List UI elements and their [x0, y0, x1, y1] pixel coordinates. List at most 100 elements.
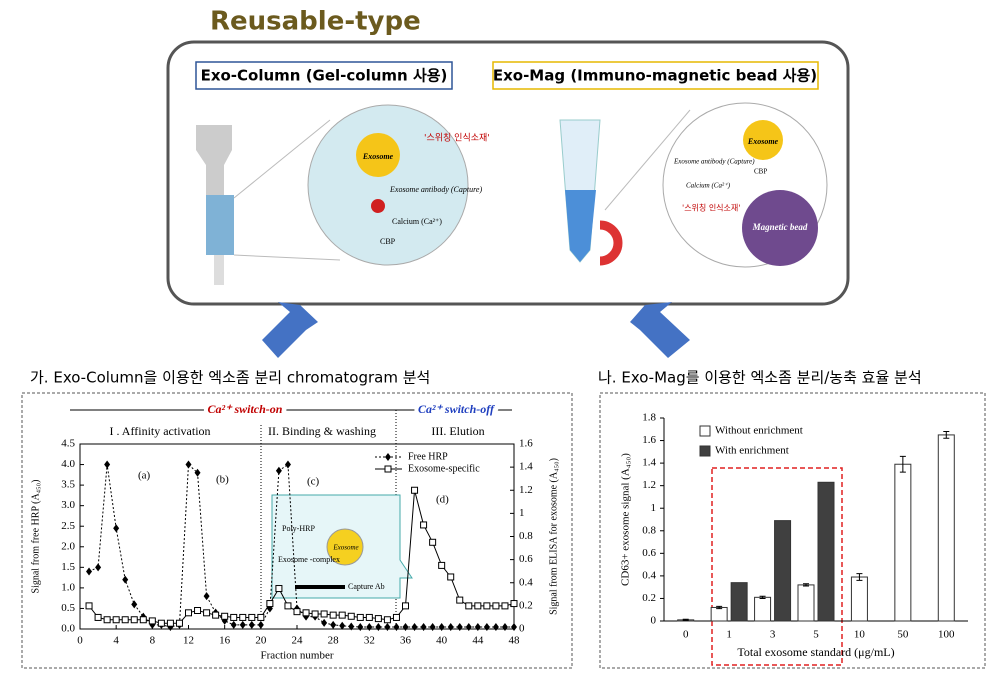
y2-tick-label: 1.2 — [519, 484, 533, 496]
point — [393, 622, 400, 631]
calcium-label: Calcium (Ca²⁺) — [686, 182, 731, 190]
point — [239, 620, 246, 629]
point — [492, 622, 499, 631]
x-tick-label: 36 — [400, 635, 412, 647]
column-tip — [214, 255, 224, 285]
error-bar — [803, 583, 809, 587]
y-axis-label: CD63+ exosome signal (A₄₅₀) — [620, 453, 632, 586]
point — [230, 613, 238, 621]
y2-tick-label: 0.8 — [519, 530, 533, 542]
phase-label: II. Binding & washing — [268, 424, 376, 438]
x-tick-label: 0 — [77, 635, 83, 647]
y-axis-label: Signal from free HRP (A₄₅₀) — [30, 480, 41, 594]
point — [221, 612, 229, 620]
switch-label: '스위칭 인식소재' — [424, 133, 490, 144]
point — [175, 619, 183, 627]
bar — [730, 582, 748, 622]
bar — [817, 481, 835, 622]
x-tick-label: 32 — [364, 635, 375, 647]
point — [131, 600, 138, 609]
switch-label: '스위칭 인식소재' — [682, 203, 740, 213]
y-tick-label: 0.2 — [642, 592, 656, 604]
point — [347, 612, 355, 620]
point — [447, 622, 454, 631]
zoom-line — [233, 254, 341, 261]
x-tick-label: 16 — [219, 635, 231, 647]
point — [95, 563, 102, 572]
y-tick-label: 0.6 — [642, 547, 656, 559]
exosome-label: Exosome — [362, 152, 394, 161]
point — [194, 607, 202, 614]
x-tick-label: 28 — [328, 635, 340, 647]
y2-tick-label: 0.4 — [519, 576, 533, 588]
x-axis-label: Fraction number — [260, 650, 333, 662]
point — [330, 620, 337, 629]
magnetic-bead — [742, 190, 818, 266]
point — [113, 524, 120, 533]
phase-label: III. Elution — [431, 424, 484, 438]
x-tick-label: 50 — [897, 629, 909, 641]
point — [465, 622, 472, 631]
y2-tick-label: 1 — [519, 507, 525, 519]
error-bar — [856, 573, 863, 581]
point — [86, 567, 93, 576]
point — [203, 592, 210, 601]
point — [429, 538, 437, 546]
inset-exosome: Exosome — [332, 544, 358, 552]
peak-label: (a) — [138, 470, 151, 482]
legend-label: Free HRP — [408, 451, 448, 462]
point — [284, 460, 291, 469]
title: Reusable-type — [210, 7, 421, 37]
point — [275, 466, 282, 475]
panel — [21, 392, 573, 669]
point — [257, 620, 264, 629]
y-tick-label: 0.5 — [61, 602, 75, 614]
section-title: 가. Exo-Column을 이용한 엑소좀 분리 chromatogram 분… — [30, 369, 430, 387]
y2-axis-label: Signal from ELISA for exosome (A₄₅₀) — [548, 458, 559, 615]
bar — [894, 463, 912, 622]
point — [438, 622, 445, 631]
point — [483, 602, 491, 610]
point — [166, 619, 174, 627]
point — [348, 622, 355, 631]
point — [374, 615, 382, 623]
y-tick-label: 3.0 — [61, 499, 75, 511]
point — [320, 610, 328, 618]
point — [275, 585, 283, 593]
y-tick-label: 1.8 — [642, 412, 656, 424]
x-tick-label: 1 — [726, 629, 732, 641]
point — [402, 622, 409, 631]
y2-tick-label: 1.4 — [519, 461, 533, 473]
error-bar — [943, 431, 950, 439]
legend-swatch — [699, 445, 711, 457]
point — [321, 618, 328, 627]
y-tick-label: 0 — [651, 615, 657, 627]
point — [492, 602, 500, 610]
y-tick-label: 0.8 — [642, 524, 656, 536]
point — [456, 596, 464, 604]
point — [465, 602, 473, 610]
point — [248, 620, 255, 629]
point — [402, 602, 409, 610]
x-tick-label: 12 — [183, 635, 194, 647]
point — [510, 600, 518, 608]
error-bar — [682, 618, 689, 621]
bar — [850, 576, 868, 622]
exosome — [356, 133, 400, 177]
y-tick-label: 0.4 — [642, 569, 656, 581]
legend-marker — [384, 465, 392, 473]
point — [483, 622, 490, 631]
phase-label: I . Affinity activation — [109, 424, 210, 438]
arrow — [262, 302, 318, 358]
antibody-label: Exosome antibody (Capture) — [673, 158, 755, 166]
y-tick-label: 2.5 — [61, 520, 75, 532]
x-axis-label: Total exosome standard (μg/mL) — [737, 645, 894, 659]
point — [438, 561, 446, 569]
point — [357, 622, 364, 631]
y-tick-label: 4.5 — [61, 438, 75, 450]
y-tick-label: 1.4 — [642, 457, 656, 469]
point — [447, 573, 455, 581]
point — [302, 609, 310, 617]
section-title: 나. Exo-Mag를 이용한 엑소좀 분리/농축 효율 분석 — [598, 369, 922, 387]
point — [339, 621, 346, 630]
